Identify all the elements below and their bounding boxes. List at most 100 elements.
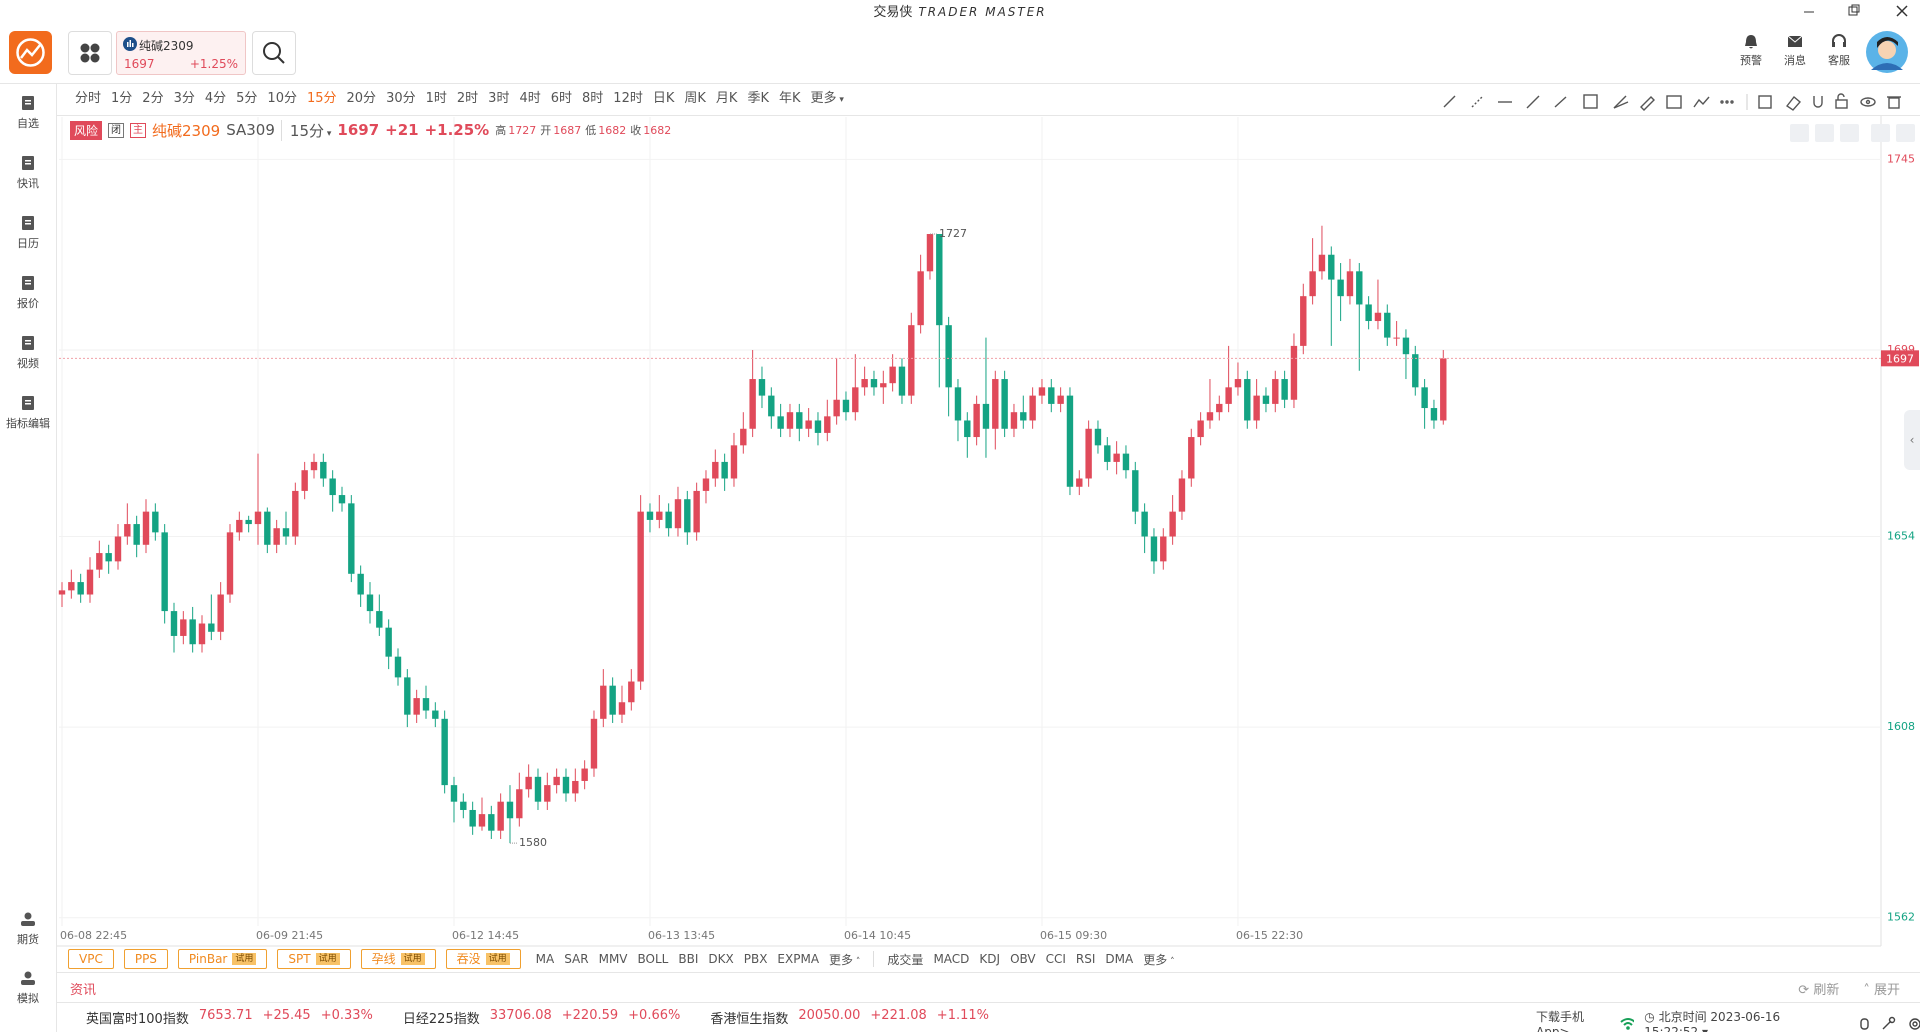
window-controls[interactable]: [1790, 0, 1920, 24]
ticker-item[interactable]: 香港恒生指数 20050.00 +221.08 +1.11%: [710, 1008, 989, 1027]
instrument-tab[interactable]: 纯碱2309 1697 +1.25%: [116, 31, 246, 75]
period-option[interactable]: 年K: [778, 91, 801, 106]
candle-body: [684, 499, 691, 533]
candle-body: [329, 478, 336, 496]
signal-button[interactable]: SPT 试用: [277, 949, 351, 969]
sidebar-item[interactable]: 自选: [0, 94, 56, 131]
indicator-option[interactable]: KDJ: [979, 952, 1001, 966]
period-option[interactable]: 3分: [173, 91, 195, 106]
chart-control[interactable]: [1815, 124, 1834, 142]
period-option[interactable]: 2分: [142, 91, 164, 106]
chart-control[interactable]: [1871, 124, 1890, 142]
search-button[interactable]: [252, 31, 296, 75]
stat-value: 1682: [643, 124, 672, 137]
period-option[interactable]: 月K: [715, 91, 738, 106]
chart-control[interactable]: [1840, 124, 1859, 142]
candle-body: [908, 325, 915, 396]
candle-body: [180, 619, 187, 636]
menu-button[interactable]: [68, 31, 112, 75]
period-option[interactable]: 日K: [652, 91, 675, 106]
sidebar-item[interactable]: 日历: [0, 214, 56, 251]
header-action[interactable]: 消息: [1780, 30, 1810, 68]
period-option[interactable]: 2时: [456, 91, 479, 106]
indicator-option[interactable]: BBI: [678, 952, 699, 966]
period-option[interactable]: 分时: [75, 91, 102, 106]
indicator-option[interactable]: 成交量: [887, 952, 924, 967]
sidebar-item[interactable]: 模拟: [0, 969, 56, 1006]
header-action[interactable]: 预警: [1736, 30, 1766, 68]
stat-label: 高: [495, 124, 507, 137]
indicator-option[interactable]: MACD: [933, 952, 970, 966]
period-option[interactable]: 1分: [111, 91, 133, 106]
period-option[interactable]: 4分: [204, 91, 227, 106]
logo[interactable]: [9, 31, 52, 74]
side-panel-toggle[interactable]: ‹: [1904, 410, 1920, 470]
period-option[interactable]: 5分: [236, 91, 258, 106]
period-option[interactable]: 4时: [519, 91, 541, 106]
candle-body: [1038, 387, 1046, 396]
period-option[interactable]: 30分: [386, 91, 416, 106]
sidebar-item[interactable]: 报价: [0, 274, 56, 311]
sidebar-item[interactable]: 视频: [0, 334, 56, 371]
indicator-option[interactable]: BOLL: [637, 952, 669, 966]
refresh-button[interactable]: ⟳ 刷新: [1798, 983, 1840, 998]
period-option[interactable]: 12时: [613, 91, 643, 106]
sidebar-item[interactable]: 指标编辑: [0, 394, 56, 431]
chart-control[interactable]: [1896, 124, 1915, 142]
candle-body: [478, 814, 486, 827]
indicator-option[interactable]: PBX: [743, 952, 768, 966]
drawing-tools[interactable]: [1438, 90, 1908, 114]
signal-button[interactable]: PPS: [123, 949, 168, 969]
signal-button[interactable]: PinBar 试用: [177, 949, 268, 969]
indicator-option[interactable]: 更多: [1143, 951, 1174, 968]
status-icons[interactable]: [1839, 1016, 1920, 1032]
search-icon: [263, 42, 285, 64]
ticker-item[interactable]: 英国富时100指数 7653.71 +25.45 +0.33%: [86, 1008, 373, 1027]
candle-body: [376, 611, 383, 628]
indicator-option[interactable]: 更多: [829, 951, 860, 968]
chart-control[interactable]: [1790, 124, 1809, 142]
sidebar-icon: [22, 336, 34, 350]
period-option[interactable]: 20分: [346, 91, 377, 106]
indicator-option[interactable]: OBV: [1010, 952, 1036, 966]
signal-button[interactable]: 孕线 试用: [360, 949, 436, 969]
divider: [57, 1002, 1920, 1003]
candle-body: [646, 511, 654, 520]
indicator-option[interactable]: SAR: [564, 952, 589, 966]
status-bar: 下载手机App> ◷ 北京时间 2023-06-16 15:22:52 ▾: [1536, 1008, 1920, 1032]
period-option[interactable]: 15分: [306, 91, 337, 106]
indicator-option[interactable]: RSI: [1075, 952, 1096, 966]
period-option[interactable]: 1时: [425, 91, 447, 106]
news-title[interactable]: 资讯: [70, 983, 97, 998]
candle-body: [217, 594, 224, 632]
indicator-option[interactable]: CCI: [1045, 952, 1066, 966]
candle-body: [105, 553, 112, 562]
period-option[interactable]: 10分: [267, 91, 297, 106]
download-link[interactable]: 下载手机App>: [1536, 1010, 1585, 1032]
candle-body: [1393, 337, 1400, 339]
indicator-option[interactable]: EXPMA: [777, 952, 820, 966]
period-option[interactable]: 周K: [684, 91, 706, 106]
period-option[interactable]: 3时: [488, 91, 510, 106]
indicator-option[interactable]: MA: [535, 952, 555, 966]
sidebar-icon: [22, 216, 34, 230]
period-option[interactable]: 8时: [582, 91, 604, 106]
sidebar-item[interactable]: 快讯: [0, 154, 56, 191]
candle-body: [1253, 395, 1260, 421]
avatar[interactable]: [1865, 30, 1909, 74]
ticker-item[interactable]: 日经225指数 33706.08 +220.59 +0.66%: [403, 1008, 680, 1027]
indicator-option[interactable]: DKX: [708, 952, 734, 966]
signal-button[interactable]: 吞没 试用: [445, 949, 521, 969]
period-option[interactable]: 季K: [747, 91, 769, 106]
period-option[interactable]: 更多: [806, 88, 849, 110]
period-select[interactable]: 15分: [280, 119, 331, 141]
indicator-option[interactable]: DMA: [1105, 952, 1134, 966]
signal-button[interactable]: VPC: [68, 949, 114, 969]
instrument-code[interactable]: SA309: [226, 121, 275, 139]
period-option[interactable]: 6时: [550, 91, 573, 106]
sidebar-item[interactable]: 期货: [0, 910, 56, 947]
header-action[interactable]: 客服: [1824, 30, 1854, 68]
indicator-option[interactable]: MMV: [598, 952, 628, 966]
expand-button[interactable]: ˄ 展开: [1863, 983, 1900, 998]
